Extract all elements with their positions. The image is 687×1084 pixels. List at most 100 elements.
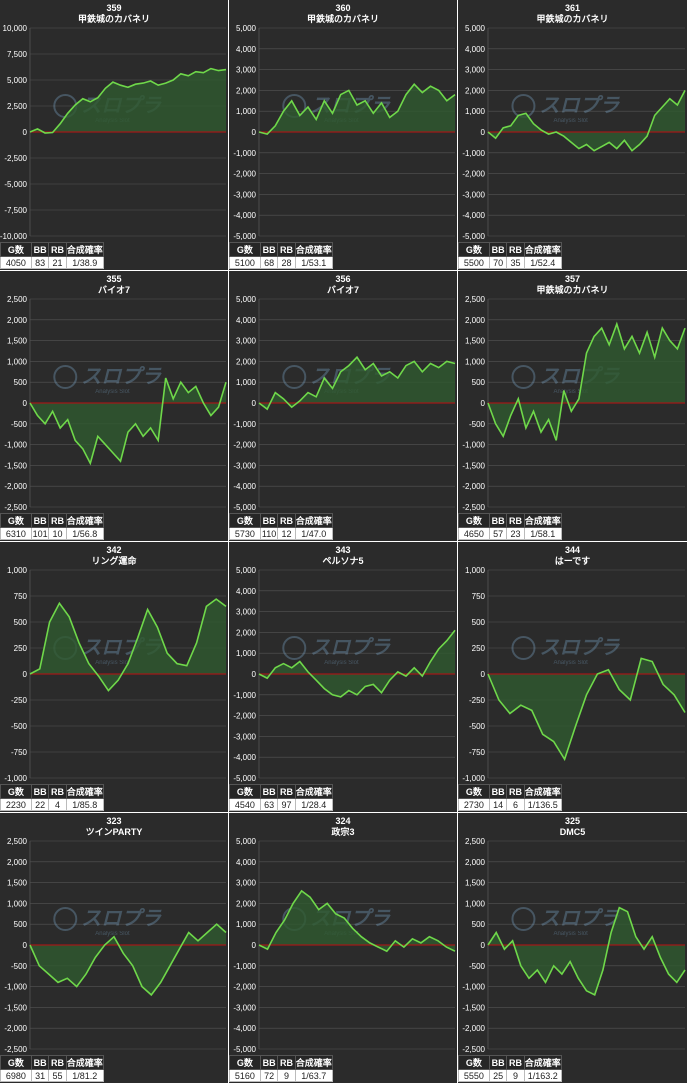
y-tick-label: -5,000 [233, 503, 256, 512]
stats-header: RB [277, 242, 296, 257]
y-tick-label: -2,000 [4, 1024, 27, 1033]
stats-header: 合成確率 [294, 784, 333, 799]
y-tick-label: -250 [469, 696, 486, 705]
machine-name: ツインPARTY [86, 827, 143, 837]
y-tick-label: 5,000 [236, 24, 257, 33]
y-tick-label: -750 [11, 748, 28, 757]
y-tick-label: 2,000 [465, 316, 486, 325]
y-tick-label: 0 [252, 941, 257, 950]
stat-rb: 12 [277, 527, 296, 540]
y-tick-label: 1,000 [236, 920, 257, 929]
y-tick-label: 1,000 [465, 899, 486, 908]
y-tick-label: 2,500 [465, 295, 486, 304]
y-tick-label: 1,500 [7, 337, 28, 346]
machine-number: 342 [106, 545, 121, 555]
stats-table: G数 BB RB 合成確率 5730 110 12 1/47.0 [229, 513, 333, 540]
stat-rate: 1/53.1 [294, 256, 333, 269]
stat-games: 5500 [458, 256, 490, 269]
series-line [29, 923, 227, 997]
stat-rate: 1/47.0 [294, 527, 333, 540]
stat-bb: 14 [488, 798, 508, 811]
machine-number: 325 [565, 816, 580, 826]
y-tick-label: -1,000 [4, 441, 27, 450]
y-tick-label: -10,000 [0, 232, 28, 241]
machine-name: バイオ7 [98, 285, 130, 295]
watermark-title: スロプラ [539, 95, 620, 117]
watermark-subtitle: Analysis Slot [553, 660, 588, 666]
machine-panel-324: 324 政宗3 5,000 4,000 3,000 2,000 1,000 0 -1,000 -2… [229, 813, 457, 1083]
y-tick-label: -3,000 [233, 461, 256, 470]
stat-rb: 10 [48, 527, 67, 540]
stat-games: 2230 [0, 798, 32, 811]
y-tick-label: 4,000 [236, 587, 257, 596]
machine-number: 359 [106, 3, 121, 13]
stat-rb: 4 [48, 798, 67, 811]
stat-bb: 63 [259, 798, 279, 811]
y-tick-label: -5,000 [233, 232, 256, 241]
machine-name: ペルソナ5 [322, 556, 363, 566]
y-tick-label: -500 [11, 420, 28, 429]
stat-rate: 1/56.8 [65, 527, 104, 540]
stats-table: G数 BB RB 合成確率 6310 101 10 1/56.8 [0, 513, 104, 540]
stats-header: 合成確率 [294, 1055, 333, 1070]
y-tick-label: 0 [252, 399, 257, 408]
y-tick-label: 1,500 [7, 879, 28, 888]
watermark-subtitle: Analysis Slot [553, 118, 588, 124]
series-line [29, 67, 227, 134]
y-tick-label: 0 [481, 670, 486, 679]
series-area [259, 84, 455, 135]
y-tick-label: -1,500 [462, 461, 485, 470]
y-tick-label: -2,000 [233, 983, 256, 992]
watermark-title: スロプラ [539, 908, 620, 930]
y-tick-label: 1,500 [465, 337, 486, 346]
y-tick-label: 7,500 [7, 50, 28, 59]
stats-header: G数 [458, 1055, 490, 1070]
watermark-subtitle: Analysis Slot [324, 660, 359, 666]
y-tick-label: 2,000 [465, 86, 486, 95]
stats-header: RB [506, 784, 525, 799]
y-tick-label: -7,500 [4, 206, 27, 215]
stat-rate: 1/85.8 [65, 798, 104, 811]
y-tick-label: 3,000 [236, 608, 257, 617]
machine-number: 324 [335, 816, 350, 826]
stat-rate: 1/28.4 [294, 798, 333, 811]
y-tick-label: 0 [23, 399, 28, 408]
y-tick-label: 1,000 [236, 107, 257, 116]
stats-header: G数 [458, 513, 490, 528]
y-tick-label: -1,500 [4, 461, 27, 470]
y-tick-label: -750 [469, 748, 486, 757]
series-area [30, 68, 226, 133]
series-line [487, 90, 686, 152]
stats-header: RB [277, 513, 296, 528]
y-tick-label: -4,000 [233, 482, 256, 491]
y-tick-label: 2,000 [236, 899, 257, 908]
stats-header: 合成確率 [523, 513, 562, 528]
y-tick-label: 500 [14, 920, 28, 929]
stats-header: G数 [0, 1055, 32, 1070]
series-line [29, 377, 227, 466]
y-tick-label: -1,000 [462, 774, 485, 783]
series-area [30, 924, 226, 995]
y-tick-label: -2,500 [462, 1045, 485, 1054]
y-tick-label: 500 [14, 618, 28, 627]
y-tick-label: -2,500 [4, 154, 27, 163]
watermark-title: スロプラ [81, 366, 162, 388]
y-tick-label: -3,000 [233, 1003, 256, 1012]
y-tick-label: 0 [23, 941, 28, 950]
y-tick-label: -500 [11, 722, 28, 731]
y-tick-label: -2,000 [462, 1024, 485, 1033]
y-tick-label: -2,000 [233, 441, 256, 450]
y-tick-label: -2,000 [462, 170, 485, 179]
y-tick-label: -5,000 [462, 232, 485, 241]
stat-rate: 1/136.5 [523, 798, 562, 811]
machine-number: 356 [335, 274, 350, 284]
machine-number: 360 [335, 3, 350, 13]
stat-bb: 72 [259, 1069, 279, 1082]
watermark-subtitle: Analysis Slot [95, 931, 130, 937]
